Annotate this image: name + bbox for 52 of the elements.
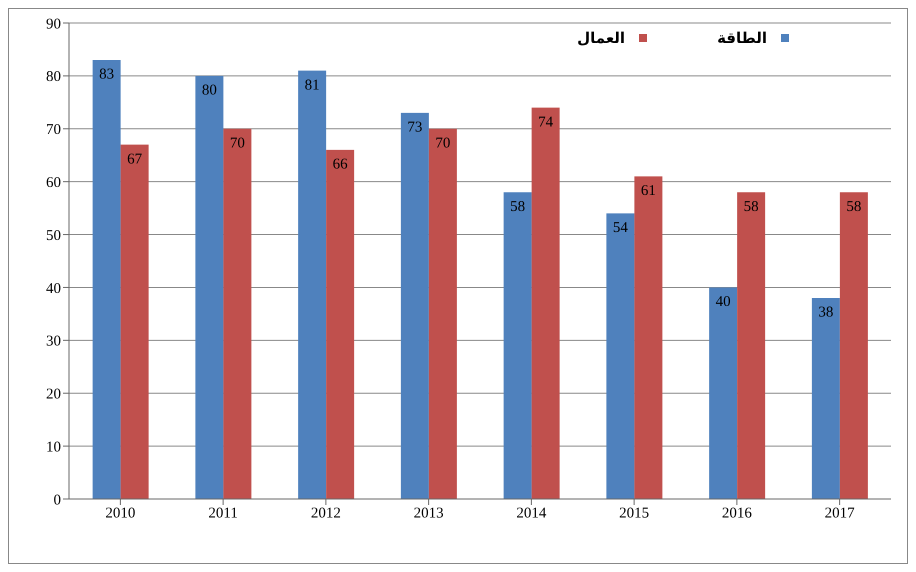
y-tick-label: 30	[46, 334, 61, 350]
y-tick-label: 70	[46, 122, 61, 138]
data-label: 81	[304, 77, 320, 94]
data-label: 40	[716, 294, 731, 310]
bar	[326, 150, 354, 499]
y-tick-label: 80	[46, 69, 61, 86]
bar	[195, 76, 224, 499]
data-label: 70	[230, 135, 245, 152]
bar	[737, 192, 766, 499]
data-label: 58	[744, 198, 759, 215]
data-label: 70	[435, 135, 450, 152]
x-tick-label: 2010	[105, 506, 136, 522]
x-tick-label: 2015	[619, 506, 650, 522]
x-tick-label: 2012	[310, 506, 341, 522]
x-tick-label: 2014	[516, 506, 547, 522]
bar	[120, 144, 149, 499]
bar	[504, 192, 532, 499]
data-label: 58	[846, 198, 862, 215]
x-tick-label: 2013	[414, 506, 444, 522]
y-tick-label: 0	[54, 492, 61, 508]
bar	[606, 213, 634, 499]
y-tick-label: 20	[46, 386, 61, 403]
x-tick-label: 2017	[824, 506, 856, 522]
bar	[840, 192, 868, 499]
data-label: 67	[127, 151, 143, 168]
bar	[428, 128, 457, 499]
x-tick-label: 2016	[722, 506, 752, 522]
data-label: 54	[612, 220, 628, 236]
bar	[400, 112, 429, 499]
data-label: 61	[640, 183, 656, 200]
bar	[92, 60, 121, 499]
bar	[532, 108, 560, 499]
x-tick-label: 2011	[208, 506, 238, 522]
legend-label: العمال	[577, 29, 626, 47]
bar	[709, 287, 738, 499]
bar	[223, 128, 252, 499]
bar	[634, 176, 662, 499]
y-tick-label: 10	[46, 439, 61, 456]
data-label: 38	[818, 304, 834, 321]
data-label: 74	[538, 114, 554, 130]
data-label: 66	[332, 156, 348, 173]
data-label: 58	[510, 198, 526, 215]
data-label: 80	[202, 82, 217, 99]
y-tick-label: 90	[46, 16, 61, 32]
y-tick-label: 40	[46, 280, 61, 297]
bar	[298, 70, 326, 499]
y-tick-label: 60	[46, 174, 61, 191]
y-tick-label: 50	[46, 228, 61, 244]
data-label: 73	[407, 120, 422, 136]
legend-label: الطاقة	[717, 29, 767, 47]
data-label: 83	[99, 66, 114, 83]
bar	[812, 298, 840, 499]
